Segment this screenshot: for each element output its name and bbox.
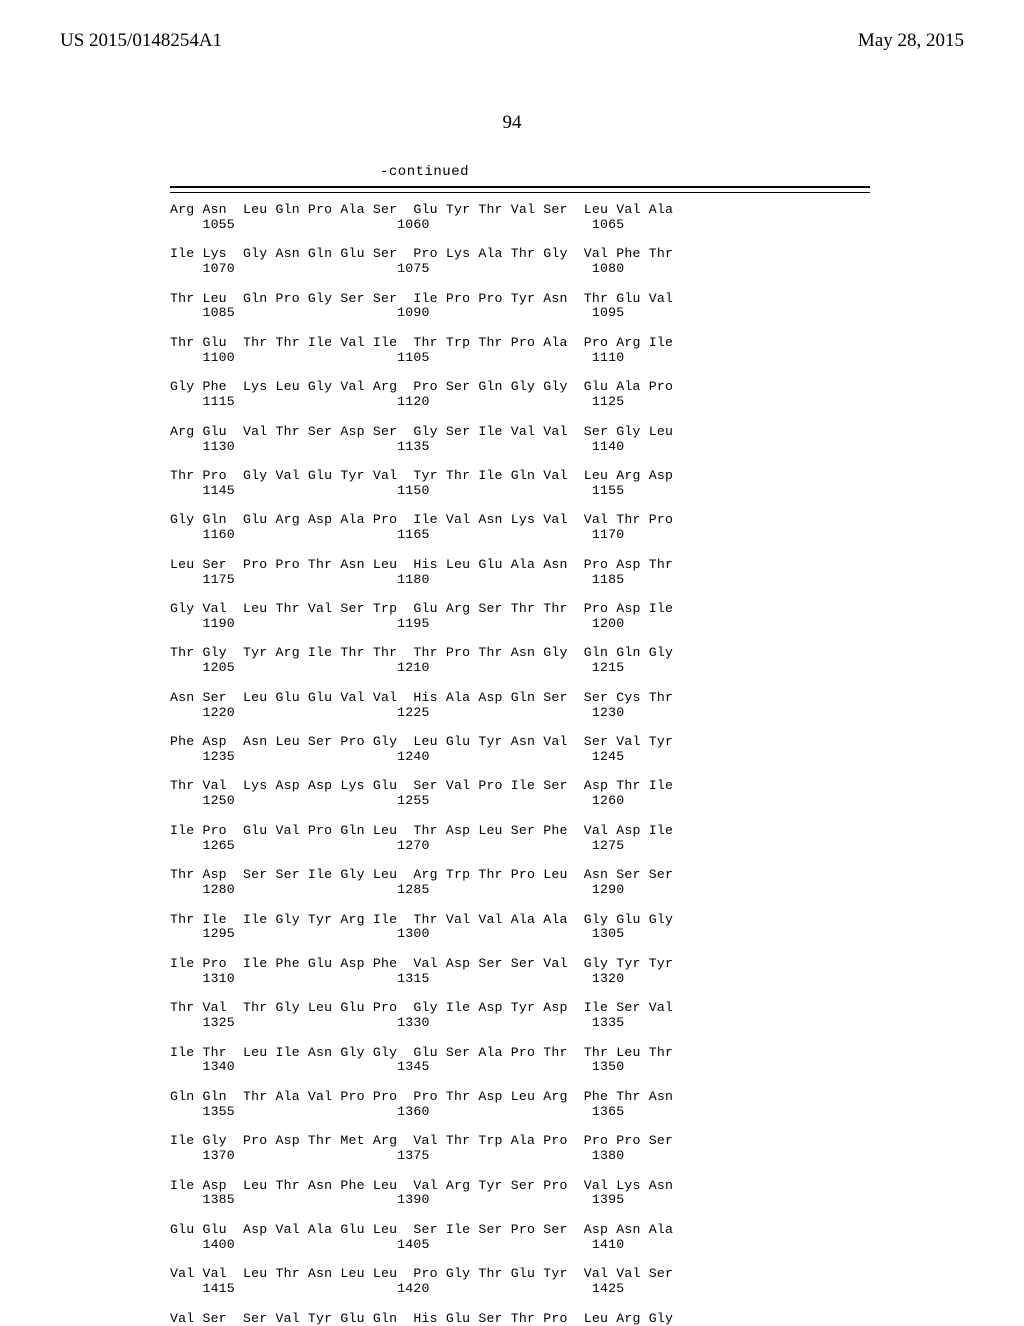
rule-top <box>170 186 870 188</box>
publication-number: US 2015/0148254A1 <box>60 30 222 52</box>
page-number: 94 <box>60 112 964 134</box>
sequence-listing: Arg Asn Leu Gln Pro Ala Ser Glu Tyr Thr … <box>170 203 964 1326</box>
rule-bottom <box>170 192 870 193</box>
publication-date: May 28, 2015 <box>858 30 964 52</box>
continued-label: -continued <box>380 164 964 180</box>
page-header: US 2015/0148254A1 May 28, 2015 <box>60 30 964 52</box>
